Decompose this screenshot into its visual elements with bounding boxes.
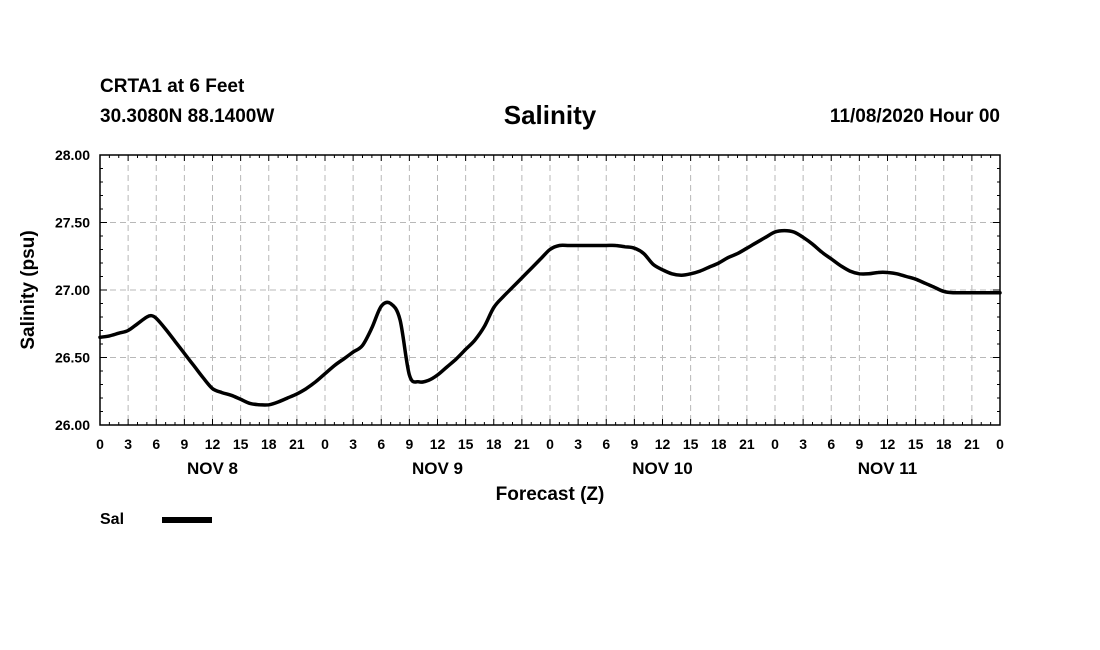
salinity-line — [98, 228, 1002, 407]
y-tick-label: 26.50 — [55, 350, 90, 366]
chart-title: Salinity — [503, 100, 597, 130]
x-tick-label: 9 — [180, 436, 188, 452]
day-label: NOV 9 — [412, 459, 463, 478]
day-label: NOV 11 — [858, 459, 918, 478]
day-label: NOV 8 — [187, 459, 238, 478]
grid-lines — [100, 155, 1000, 425]
forecast-datetime: 11/08/2020 Hour 00 — [829, 106, 1000, 127]
x-tick-label: 21 — [289, 436, 305, 452]
x-tick-label: 15 — [683, 436, 699, 452]
x-tick-label: 0 — [321, 436, 329, 452]
y-tick-label: 27.50 — [55, 215, 90, 231]
x-tick-label: 0 — [996, 436, 1004, 452]
x-tick-label: 15 — [908, 436, 924, 452]
x-tick-label: 12 — [655, 436, 671, 452]
x-tick-label: 0 — [771, 436, 779, 452]
station-coordinates: 30.3080N 88.1400W — [100, 106, 275, 127]
x-tick-label: 6 — [827, 436, 835, 452]
x-tick-label: 3 — [349, 436, 357, 452]
day-label: NOV 10 — [632, 459, 692, 478]
y-tick-label: 27.00 — [55, 282, 90, 298]
x-tick-label: 15 — [233, 436, 249, 452]
x-tick-label: 9 — [855, 436, 863, 452]
x-tick-label: 6 — [377, 436, 385, 452]
x-tick-label: 21 — [964, 436, 980, 452]
x-tick-label: 3 — [574, 436, 582, 452]
x-tick-label: 21 — [514, 436, 530, 452]
x-tick-label: 15 — [458, 436, 474, 452]
x-tick-label: 12 — [205, 436, 221, 452]
x-tick-label: 21 — [739, 436, 755, 452]
x-tick-label: 9 — [405, 436, 413, 452]
x-tick-label: 9 — [630, 436, 638, 452]
x-tick-label: 6 — [602, 436, 610, 452]
x-tick-label: 18 — [936, 436, 952, 452]
x-tick-label: 12 — [430, 436, 446, 452]
y-tick-label: 26.00 — [55, 417, 90, 433]
x-tick-label: 6 — [152, 436, 160, 452]
x-tick-label: 0 — [546, 436, 554, 452]
x-tick-label: 18 — [261, 436, 277, 452]
x-axis-label: Forecast (Z) — [496, 484, 605, 505]
legend-label: Sal — [100, 511, 124, 528]
x-tick-label: 18 — [711, 436, 727, 452]
y-axis-label: Salinity (psu) — [18, 230, 39, 349]
x-tick-label: 12 — [880, 436, 896, 452]
x-tick-label: 3 — [124, 436, 132, 452]
y-tick-label: 28.00 — [55, 147, 90, 163]
axis-labels: 0 3 6 9 12 15 18 21 0 3 6 9 12 15 18 21 0 3 6 9 12 15 18 21 0 3 6 9… — [55, 147, 1004, 478]
x-tick-label: 18 — [486, 436, 502, 452]
x-tick-label: 0 — [96, 436, 104, 452]
station-label: CRTA1 at 6 Feet — [100, 76, 245, 97]
plot-frame — [99, 154, 1001, 426]
x-tick-label: 3 — [799, 436, 807, 452]
